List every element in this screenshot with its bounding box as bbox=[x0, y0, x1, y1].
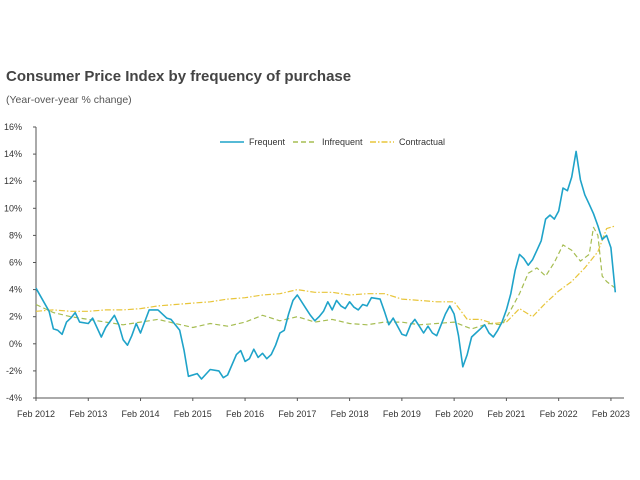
x-tick-label: Feb 2014 bbox=[122, 409, 160, 419]
y-tick-label: -2% bbox=[6, 366, 22, 376]
y-tick-label: 16% bbox=[4, 122, 22, 132]
legend-label-frequent: Frequent bbox=[249, 137, 286, 147]
axes bbox=[35, 127, 624, 399]
y-tick-label: 4% bbox=[9, 285, 22, 295]
series-line-contractual bbox=[35, 225, 616, 325]
x-tick-label: Feb 2017 bbox=[278, 409, 316, 419]
y-tick-label: 10% bbox=[4, 203, 22, 213]
y-tick-label: 12% bbox=[4, 176, 22, 186]
x-tick-label: Feb 2018 bbox=[331, 409, 369, 419]
x-tick-label: Feb 2015 bbox=[174, 409, 212, 419]
x-tick-label: Feb 2012 bbox=[17, 409, 55, 419]
chart-subtitle: (Year-over-year % change) bbox=[6, 94, 132, 106]
x-tick-label: Feb 2013 bbox=[69, 409, 107, 419]
y-tick-label: 14% bbox=[4, 149, 22, 159]
x-tick-label: Feb 2020 bbox=[435, 409, 473, 419]
y-tick-label: 0% bbox=[9, 339, 22, 349]
x-tick-label: Feb 2016 bbox=[226, 409, 264, 419]
legend: Frequent Infrequent Contractual bbox=[220, 137, 445, 147]
y-tick-label: 6% bbox=[9, 258, 22, 268]
x-tick-label: Feb 2022 bbox=[540, 409, 578, 419]
legend-label-infrequent: Infrequent bbox=[322, 137, 363, 147]
x-tick-label: Feb 2019 bbox=[383, 409, 421, 419]
legend-label-contractual: Contractual bbox=[399, 137, 445, 147]
series-lines bbox=[35, 150, 617, 380]
y-tick-label: 2% bbox=[9, 312, 22, 322]
series-line-infrequent bbox=[35, 226, 616, 330]
x-tick-label: Feb 2021 bbox=[487, 409, 525, 419]
y-tick-labels: -4% -2% 0% 2% 4% 6% 8% 10% 12% 14% 16% bbox=[4, 122, 36, 403]
chart-title: Consumer Price Index by frequency of pur… bbox=[6, 68, 352, 85]
x-tick-labels: Feb 2012 Feb 2013 Feb 2014 Feb 2015 Feb 2016… bbox=[17, 398, 630, 419]
y-tick-label: -4% bbox=[6, 393, 22, 403]
y-tick-label: 8% bbox=[9, 230, 22, 240]
x-tick-label: Feb 2023 bbox=[592, 409, 630, 419]
series-line-frequent bbox=[35, 150, 617, 380]
